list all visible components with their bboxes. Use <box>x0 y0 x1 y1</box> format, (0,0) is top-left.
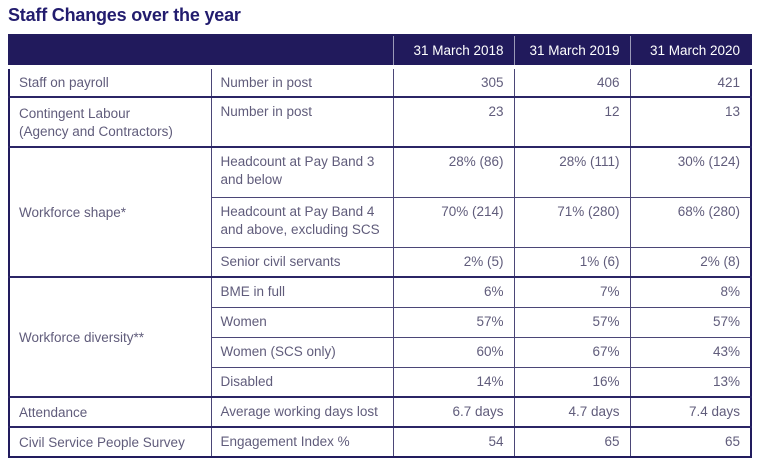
header-spacer <box>9 35 393 69</box>
value-cell: 60% <box>392 336 515 368</box>
table-row: Workforce diversity** BME in full 6% 7% 8% <box>8 276 752 398</box>
table-row: Contingent Labour (Agency and Contractor… <box>8 96 752 148</box>
year-header-2018: 31 March 2018 <box>392 35 514 69</box>
value-cell: 23 <box>392 96 515 148</box>
value-cell: 65 <box>513 426 631 458</box>
value-cell: 14% <box>392 366 515 398</box>
metric-cell: Senior civil servants <box>210 246 394 278</box>
metric-cell: Headcount at Pay Band 3 and below <box>210 146 394 198</box>
value-cell: 57% <box>392 306 515 338</box>
metric-cell: Number in post <box>210 65 394 98</box>
value-cell: 2% (5) <box>392 246 515 278</box>
value-cell: 1% (6) <box>513 246 631 278</box>
table-header-row: 31 March 2018 31 March 2019 31 March 202… <box>9 35 751 69</box>
table-row: Women 57% 57% 57% <box>9 306 752 338</box>
value-cell: 4.7 days <box>513 396 631 428</box>
table-row: Workforce shape* Headcount at Pay Band 3 … <box>8 146 752 278</box>
table-row: Senior civil servants 2% (5) 1% (6) 2% (8) <box>9 246 752 278</box>
table-row: Staff on payroll Number in post 305 406 421 <box>8 65 752 98</box>
table-body: Staff on payroll Number in post 305 406 421 C… <box>8 65 752 458</box>
staff-changes-table: 31 March 2018 31 March 2019 31 March 202… <box>8 34 752 459</box>
value-cell: 28% (111) <box>513 146 631 198</box>
value-cell: 421 <box>629 65 752 98</box>
table-row: Civil Service People Survey Engagement In… <box>8 426 752 458</box>
metric-cell: Women <box>210 306 394 338</box>
value-cell: 6.7 days <box>392 396 515 428</box>
value-cell: 7% <box>513 276 631 308</box>
page-title: Staff Changes over the year <box>8 5 241 25</box>
category-cell: Contingent Labour (Agency and Contractor… <box>8 96 212 148</box>
value-cell: 13% <box>629 366 752 398</box>
value-cell: 7.4 days <box>629 396 752 428</box>
value-cell: 71% (280) <box>513 196 631 248</box>
value-cell: 305 <box>392 65 515 98</box>
table-row: Women (SCS only) 60% 67% 43% <box>9 336 752 368</box>
value-cell: 12 <box>513 96 631 148</box>
category-cell: Attendance <box>8 396 212 428</box>
value-cell: 70% (214) <box>392 196 515 248</box>
value-cell: 68% (280) <box>629 196 752 248</box>
metric-cell: Headcount at Pay Band 4 and above, exclu… <box>210 196 394 248</box>
value-cell: 406 <box>513 65 631 98</box>
table-row: Headcount at Pay Band 4 and above, exclu… <box>9 196 752 248</box>
value-cell: 54 <box>392 426 515 458</box>
metric-cell: Average working days lost <box>210 396 394 428</box>
value-cell: 43% <box>629 336 752 368</box>
value-cell: 30% (124) <box>629 146 752 198</box>
category-cell: Workforce shape* <box>8 146 212 278</box>
value-cell: 65 <box>629 426 752 458</box>
year-header-2020: 31 March 2020 <box>629 35 751 69</box>
value-cell: 13 <box>629 96 752 148</box>
metric-cell: BME in full <box>210 276 394 308</box>
metric-cell: Engagement Index % <box>210 426 394 458</box>
value-cell: 28% (86) <box>392 146 515 198</box>
category-cell: Civil Service People Survey <box>8 426 212 458</box>
report-page: Staff Changes over the year 31 March 201… <box>8 5 752 459</box>
metric-cell: Disabled <box>210 366 394 398</box>
value-cell: 57% <box>513 306 631 338</box>
value-cell: 57% <box>629 306 752 338</box>
value-cell: 67% <box>513 336 631 368</box>
table-row: Attendance Average working days lost 6.7 d… <box>8 396 752 428</box>
metric-cell: Number in post <box>210 96 394 148</box>
metric-cell: Women (SCS only) <box>210 336 394 368</box>
value-cell: 8% <box>629 276 752 308</box>
value-cell: 2% (8) <box>629 246 752 278</box>
category-cell: Staff on payroll <box>8 65 212 98</box>
category-cell: Workforce diversity** <box>8 276 212 398</box>
value-cell: 6% <box>392 276 515 308</box>
year-header-2019: 31 March 2019 <box>513 35 630 69</box>
value-cell: 16% <box>513 366 631 398</box>
